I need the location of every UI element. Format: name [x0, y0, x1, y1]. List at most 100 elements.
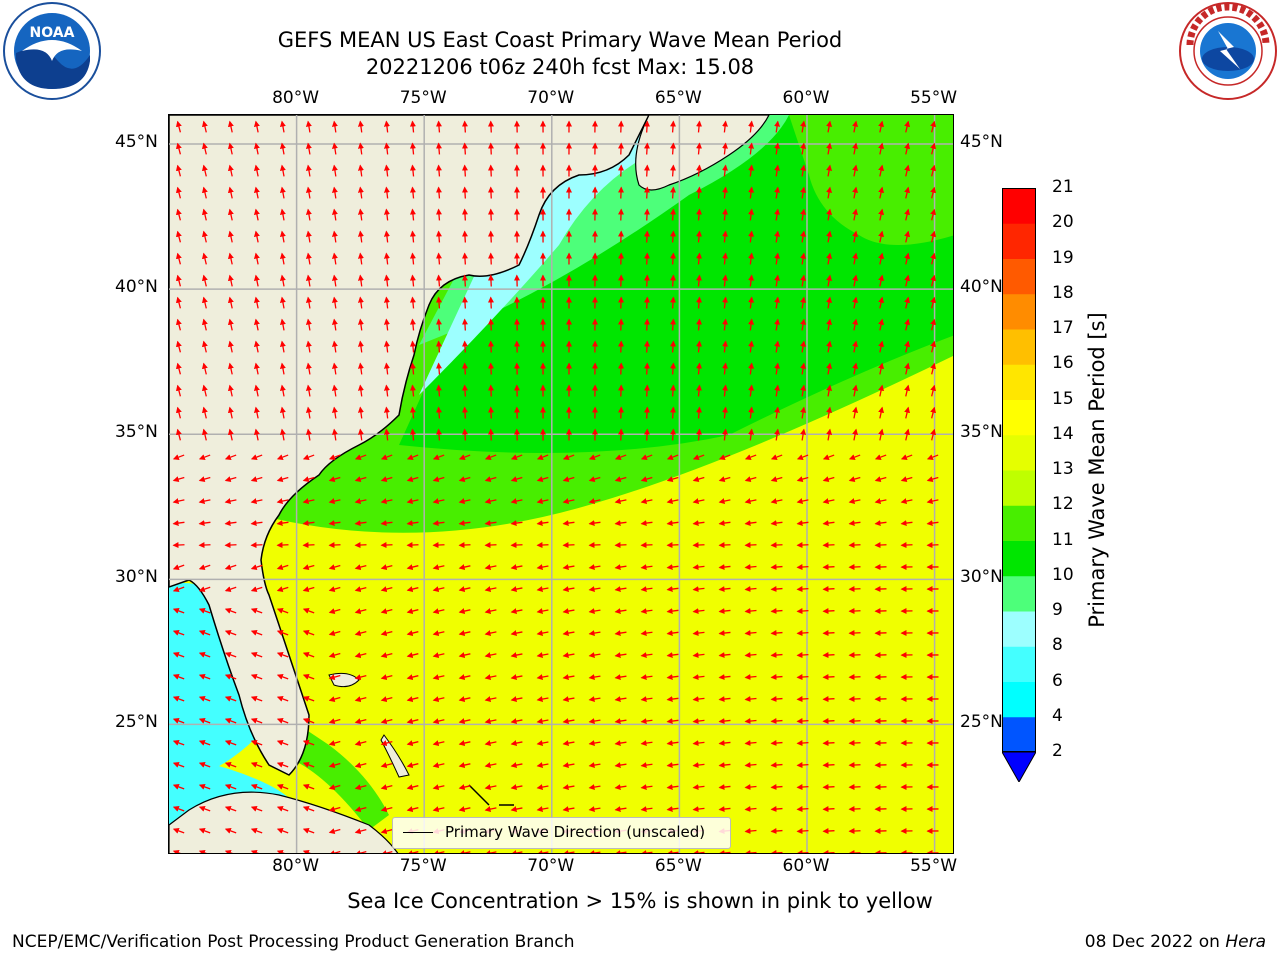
- wave-arrow: [562, 630, 575, 637]
- wave-arrow: [279, 274, 286, 287]
- colorbar-tick-label: 19: [1052, 247, 1074, 268]
- wave-arrow: [904, 406, 911, 419]
- wave-arrow: [175, 406, 182, 419]
- wave-arrow: [406, 476, 419, 483]
- wave-arrow: [670, 274, 677, 287]
- wave-arrow: [826, 406, 833, 419]
- wave-arrow: [250, 740, 263, 746]
- wave-arrow: [250, 586, 263, 593]
- wave-arrow: [718, 806, 731, 813]
- wave-arrow: [748, 164, 755, 177]
- wave-arrow: [904, 142, 911, 155]
- wave-arrow: [461, 428, 468, 441]
- colorbar-segment: [1002, 188, 1036, 224]
- colorbar-segment: [1002, 611, 1036, 647]
- wave-arrow: [748, 428, 755, 441]
- wave-arrow: [826, 318, 833, 331]
- wave-arrow: [172, 454, 185, 460]
- wave-arrow: [666, 674, 679, 681]
- wave-arrow: [357, 120, 364, 133]
- wave-arrow: [198, 630, 211, 636]
- wave-arrow: [640, 476, 653, 483]
- wave-arrow: [644, 362, 651, 375]
- wave-arrow: [744, 652, 757, 659]
- sea-ice-note: Sea Ice Concentration > 15% is shown in …: [347, 889, 933, 913]
- wave-arrow: [380, 674, 393, 681]
- wave-arrow: [666, 652, 679, 659]
- wave-arrow: [874, 498, 887, 505]
- wave-arrow: [562, 652, 575, 659]
- wave-arrow: [305, 252, 312, 265]
- wave-arrow: [253, 318, 260, 331]
- wave-arrow: [562, 674, 575, 681]
- colorbar-tick-label: 13: [1052, 459, 1074, 479]
- wave-arrow: [250, 784, 263, 790]
- wave-arrow: [201, 186, 208, 199]
- wave-arrow: [666, 850, 679, 853]
- wave-arrow: [435, 274, 442, 287]
- wave-arrow: [588, 652, 601, 659]
- wave-arrow: [331, 384, 338, 397]
- wave-arrow: [302, 784, 315, 790]
- wave-arrow: [276, 718, 289, 724]
- wave-arrow: [826, 120, 833, 133]
- colorbar-segment: [1002, 575, 1036, 612]
- wave-arrow: [614, 806, 627, 813]
- wave-arrow: [328, 542, 341, 549]
- wave-arrow: [930, 164, 937, 177]
- wave-arrow: [253, 252, 260, 265]
- wave-arrow: [380, 586, 393, 593]
- colorbar-tick-label: 14: [1052, 423, 1074, 444]
- wave-arrow: [900, 454, 913, 460]
- wave-arrow: [692, 454, 705, 460]
- wave-arrow: [302, 828, 315, 834]
- wave-arrow: [718, 740, 731, 747]
- wave-arrow: [305, 406, 312, 419]
- wave-arrow: [588, 564, 601, 571]
- wave-arrow: [826, 164, 833, 177]
- wave-arrow: [848, 498, 861, 505]
- wave-arrow: [536, 454, 549, 460]
- wave-arrow: [305, 340, 312, 353]
- wave-arrow: [852, 186, 859, 199]
- wave-arrow: [744, 498, 757, 505]
- wave-arrow: [744, 740, 757, 747]
- wave-arrow: [692, 762, 705, 769]
- wave-arrow: [253, 406, 260, 419]
- wave-arrow: [666, 740, 679, 747]
- wave-arrow: [172, 806, 185, 812]
- lat-tick-label: 40°N: [115, 277, 158, 298]
- wave-arrow: [670, 406, 677, 419]
- wave-arrow: [774, 252, 781, 265]
- wave-arrow: [227, 186, 234, 199]
- wave-arrow: [331, 274, 338, 287]
- wave-arrow: [774, 318, 781, 331]
- wave-arrow: [461, 142, 468, 155]
- wave-arrow: [536, 476, 549, 483]
- wave-arrow: [644, 428, 651, 441]
- wave-arrow: [409, 186, 416, 199]
- wave-arrow: [878, 296, 885, 309]
- colorbar-tick-label: 10: [1052, 564, 1074, 585]
- wave-arrow: [406, 520, 419, 527]
- wave-arrow: [588, 740, 601, 747]
- wave-arrow: [874, 542, 887, 549]
- wave-arrow: [487, 340, 494, 353]
- wave-arrow: [770, 586, 783, 593]
- wave-arrow: [670, 340, 677, 353]
- wave-period-map: [168, 114, 954, 854]
- wave-arrow: [461, 406, 468, 419]
- wave-arrow: [227, 120, 234, 133]
- wave-arrow: [800, 406, 807, 419]
- wave-arrow: [796, 762, 809, 769]
- lon-tick-label: 60°W: [782, 856, 830, 876]
- wave-arrow: [432, 674, 445, 681]
- wave-arrow: [796, 718, 809, 725]
- wave-arrow: [510, 586, 523, 593]
- wave-arrow: [227, 230, 234, 243]
- wave-arrow: [848, 542, 861, 549]
- wave-arrow: [172, 850, 181, 853]
- wave-arrow: [826, 340, 833, 353]
- wave-arrow: [461, 274, 468, 287]
- wave-arrow: [852, 142, 859, 155]
